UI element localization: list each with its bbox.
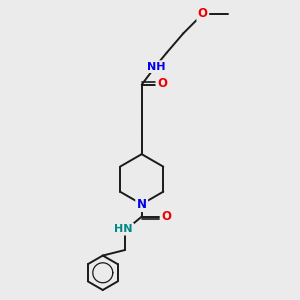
Text: N: N	[137, 198, 147, 211]
Text: O: O	[161, 210, 171, 223]
Text: O: O	[157, 77, 167, 90]
Text: HN: HN	[114, 224, 133, 234]
Text: O: O	[198, 8, 208, 20]
Text: NH: NH	[147, 62, 165, 72]
